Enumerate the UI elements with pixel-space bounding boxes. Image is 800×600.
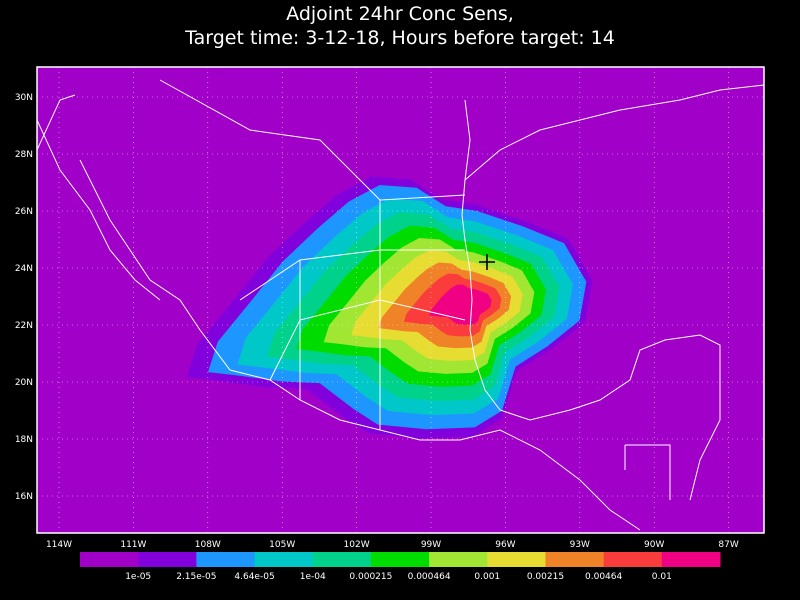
colorbar-swatch [370,552,430,567]
colorbar-swatch [254,552,314,567]
colorbar-swatch [429,552,488,567]
colorbar-swatch [661,552,721,567]
colorbar-label: 0.000215 [349,572,392,582]
colorbar-label: 1e-05 [125,572,151,582]
coastline [37,94,641,531]
colorbar-label: 2.15e-05 [176,572,216,582]
colorbar-label: 1e-04 [300,572,326,582]
lon-label: 93W [570,540,590,550]
coastline [464,84,764,181]
contour-region [429,284,492,325]
lon-label: 90W [644,540,664,550]
coastlines [37,79,764,531]
colorbar-label: 0.001 [474,572,500,582]
lon-label: 96W [495,540,515,550]
lat-label: 16N [15,492,33,502]
coastline [461,99,721,501]
colorbar-swatch [312,552,372,567]
colorbar-label: 0.01 [652,572,672,582]
lat-label: 30N [15,93,33,103]
colorbar-label: 0.00215 [527,572,564,582]
colorbar-label: 4.64e-05 [234,572,274,582]
lat-label: 18N [15,435,33,445]
title-line: Adjoint 24hr Conc Sens, [286,3,514,25]
colorbar-swatch [545,552,605,567]
state-borders [159,79,671,500]
colorbar-swatch [80,552,139,567]
lon-label: 105W [269,540,295,550]
colorbar: 1e-05 2.15e-05 4.64e-05 1e-04 0.000215 0.0004… [80,552,721,582]
lat-label: 26N [15,207,33,217]
lon-label: 108W [195,540,221,550]
lon-label: 87W [718,540,738,550]
lon-label: 102W [344,540,370,550]
lon-label: 111W [120,540,146,550]
colorbar-swatch [138,552,197,567]
grid-layer [37,67,764,533]
lat-label: 22N [15,321,33,331]
lat-label: 20N [15,378,33,388]
contour-layer [186,176,593,439]
colorbar-label: 0.000464 [408,572,451,582]
lat-label: 24N [15,264,33,274]
title-line: Target time: 3-12-18, Hours before targe… [184,27,615,49]
target-marker [479,254,495,270]
lon-label: 99W [421,540,441,550]
colorbar-swatch [196,552,256,567]
axis-labels: 30N 28N 26N 24N 22N 20N 18N 16N 114W 111W 108W 105W… [15,93,739,550]
coastline [37,119,161,301]
map-frame [36,66,765,534]
colorbar-swatch [487,552,546,567]
lon-label: 114W [46,540,72,550]
lat-label: 28N [15,150,33,160]
colorbar-label: 0.00464 [585,572,622,582]
colorbar-swatch [603,552,663,567]
